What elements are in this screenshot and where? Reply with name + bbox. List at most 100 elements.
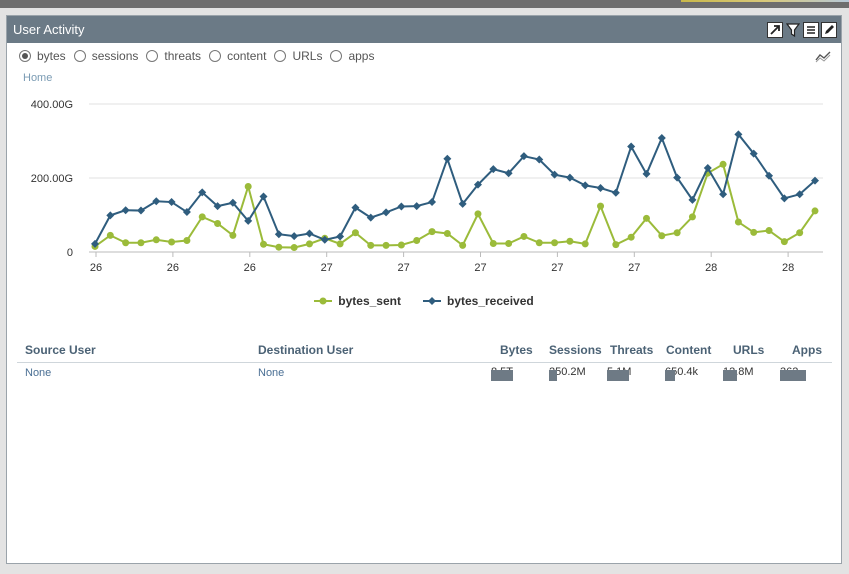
edit-icon[interactable] (821, 21, 837, 38)
data-point-bytes_sent[interactable] (474, 210, 482, 218)
data-point-bytes_sent[interactable] (719, 160, 727, 168)
col-content[interactable]: Content (666, 343, 712, 357)
data-point-bytes_received[interactable] (811, 176, 819, 185)
radio-button[interactable] (73, 50, 86, 62)
data-point-bytes_sent[interactable] (244, 183, 252, 191)
radio-button[interactable] (19, 50, 31, 62)
data-point-bytes_sent[interactable] (198, 213, 206, 221)
chart-toggle-icon[interactable] (815, 50, 831, 64)
radio-content[interactable]: content (209, 49, 266, 63)
data-point-bytes_received[interactable] (443, 154, 452, 163)
data-point-bytes_sent[interactable] (612, 241, 620, 249)
data-point-bytes_received[interactable] (703, 164, 712, 173)
data-point-bytes_received[interactable] (550, 170, 559, 179)
data-point-bytes_sent[interactable] (796, 229, 804, 237)
data-point-bytes_received[interactable] (642, 169, 651, 178)
radio-sessions[interactable]: sessions (73, 49, 138, 63)
col-apps[interactable]: Apps (792, 343, 822, 357)
data-point-bytes_sent[interactable] (413, 237, 421, 245)
data-point-bytes_sent[interactable] (397, 241, 405, 249)
data-point-bytes_sent[interactable] (122, 239, 130, 247)
data-point-bytes_received[interactable] (473, 180, 482, 189)
list-icon[interactable] (803, 21, 819, 38)
data-point-bytes_received[interactable] (228, 198, 237, 207)
data-point-bytes_received[interactable] (734, 130, 743, 139)
data-point-bytes_sent[interactable] (750, 228, 758, 236)
data-point-bytes_sent[interactable] (734, 218, 742, 226)
data-point-bytes_received[interactable] (106, 211, 115, 220)
data-point-bytes_received[interactable] (719, 190, 728, 199)
data-point-bytes_received[interactable] (182, 208, 191, 217)
data-point-bytes_sent[interactable] (765, 227, 773, 235)
data-point-bytes_sent[interactable] (627, 233, 635, 241)
data-point-bytes_received[interactable] (565, 173, 574, 182)
data-point-bytes_received[interactable] (320, 235, 329, 244)
radio-button[interactable] (209, 50, 222, 62)
data-point-bytes_received[interactable] (274, 230, 283, 239)
data-point-bytes_sent[interactable] (168, 238, 176, 246)
data-point-bytes_received[interactable] (780, 194, 789, 203)
data-point-bytes_sent[interactable] (336, 240, 344, 248)
data-point-bytes_received[interactable] (244, 216, 253, 225)
source-user-link[interactable]: None (25, 367, 52, 379)
legend-item-bytes-sent[interactable]: bytes_sent (314, 294, 401, 308)
data-point-bytes_received[interactable] (152, 197, 161, 206)
radio-urls[interactable]: URLs (274, 49, 322, 63)
data-point-bytes_received[interactable] (581, 181, 590, 190)
data-point-bytes_received[interactable] (749, 149, 758, 158)
data-point-bytes_received[interactable] (489, 165, 498, 174)
data-point-bytes_received[interactable] (428, 198, 437, 207)
data-point-bytes_sent[interactable] (275, 243, 283, 251)
data-point-bytes_received[interactable] (198, 188, 207, 197)
col-threats[interactable]: Threats (610, 343, 654, 357)
data-point-bytes_sent[interactable] (780, 238, 788, 246)
data-point-bytes_sent[interactable] (214, 220, 222, 228)
data-point-bytes_sent[interactable] (229, 231, 237, 239)
data-point-bytes_sent[interactable] (106, 231, 114, 239)
destination-user-link[interactable]: None (258, 367, 285, 379)
data-point-bytes_sent[interactable] (811, 207, 819, 215)
data-point-bytes_received[interactable] (657, 134, 666, 143)
col-bytes[interactable]: Bytes (500, 343, 533, 357)
data-point-bytes_received[interactable] (167, 198, 176, 207)
data-point-bytes_received[interactable] (611, 188, 620, 197)
data-point-bytes_sent[interactable] (566, 237, 574, 245)
col-sessions[interactable]: Sessions (549, 343, 602, 357)
data-point-bytes_sent[interactable] (351, 229, 359, 237)
data-point-bytes_received[interactable] (259, 192, 268, 201)
data-point-bytes_sent[interactable] (305, 240, 313, 248)
data-point-bytes_sent[interactable] (137, 239, 145, 247)
data-point-bytes_received[interactable] (397, 202, 406, 211)
radio-button[interactable] (146, 50, 159, 62)
filter-icon[interactable] (785, 22, 801, 38)
data-point-bytes_received[interactable] (673, 173, 682, 182)
data-point-bytes_sent[interactable] (428, 228, 436, 236)
radio-button[interactable] (274, 50, 287, 62)
data-point-bytes_received[interactable] (213, 202, 222, 211)
data-point-bytes_sent[interactable] (597, 202, 605, 210)
external-link-icon[interactable] (767, 21, 783, 38)
data-point-bytes_received[interactable] (688, 195, 697, 204)
data-point-bytes_received[interactable] (458, 199, 467, 208)
data-point-bytes_sent[interactable] (489, 239, 497, 247)
data-point-bytes_received[interactable] (519, 152, 528, 161)
data-point-bytes_sent[interactable] (290, 244, 298, 252)
data-point-bytes_received[interactable] (366, 213, 375, 222)
col-source-user[interactable]: Source User (25, 343, 96, 357)
data-point-bytes_received[interactable] (351, 203, 360, 212)
data-point-bytes_sent[interactable] (152, 236, 160, 244)
data-point-bytes_sent[interactable] (183, 237, 191, 245)
legend-item-bytes-received[interactable]: bytes_received (422, 294, 534, 308)
data-point-bytes_sent[interactable] (459, 241, 467, 249)
data-point-bytes_sent[interactable] (642, 214, 650, 222)
data-point-bytes_sent[interactable] (443, 230, 451, 237)
breadcrumb-home[interactable]: Home (23, 72, 53, 84)
data-point-bytes_sent[interactable] (658, 232, 666, 240)
data-point-bytes_received[interactable] (91, 239, 99, 248)
data-point-bytes_sent[interactable] (581, 240, 589, 248)
data-point-bytes_received[interactable] (765, 171, 774, 180)
radio-button[interactable] (330, 50, 343, 62)
data-point-bytes_received[interactable] (382, 208, 391, 217)
data-point-bytes_sent[interactable] (520, 232, 528, 240)
data-point-bytes_sent[interactable] (367, 241, 375, 249)
